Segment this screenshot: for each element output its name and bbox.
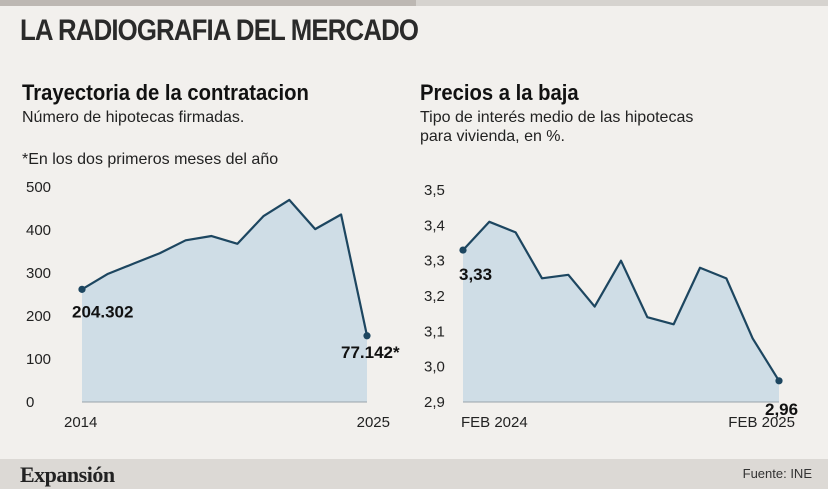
charts-canvas: 500 400 300 200 100 0 204.302 77.142* 2014 2025 3,… — [26, 179, 798, 431]
left-data-point — [78, 285, 86, 293]
left-area-fill — [82, 199, 367, 402]
right-series-line — [462, 220, 780, 382]
right-x-tick-label: FEB 2024 — [461, 414, 528, 431]
right-chart-subtitle-line-1: Tipo de interés medio de las hipotecas — [420, 109, 694, 126]
left-x-tick-label: 2025 — [357, 414, 390, 431]
left-chart-subtitle: Número de hipotecas firmadas. — [22, 109, 245, 126]
left-chart-title: Trayectoria de la contratacion — [22, 80, 309, 105]
right-y-tick-label: 3,4 — [424, 217, 445, 234]
right-y-tick-label: 2,9 — [424, 394, 445, 411]
footer-bar — [0, 459, 828, 489]
left-data-label: 77.142* — [341, 343, 400, 362]
left-y-tick-label: 500 — [26, 179, 51, 196]
left-series-line — [81, 198, 369, 337]
right-y-tick-label: 3,2 — [424, 288, 445, 305]
left-y-tick-label: 100 — [26, 351, 51, 368]
right-data-point — [459, 246, 467, 254]
left-y-tick-label: 400 — [26, 222, 51, 239]
right-y-tick-label: 3,0 — [424, 359, 445, 376]
right-y-tick-label: 3,5 — [424, 182, 445, 199]
source-note: Fuente: INE — [742, 466, 812, 481]
top-accent-bar — [0, 0, 416, 6]
left-data-label: 204.302 — [72, 302, 133, 321]
right-data-point — [775, 377, 783, 385]
right-chart-title: Precios a la baja — [420, 80, 579, 105]
left-chart-note: *En los dos primeros meses del año — [22, 151, 279, 168]
right-data-label: 3,33 — [459, 265, 492, 284]
left-y-tick-label: 0 — [26, 394, 34, 411]
right-chart-subtitle-line-2: para vivienda, en %. — [420, 128, 565, 145]
right-y-tick-label: 3,3 — [424, 253, 445, 270]
page-title: LA RADIOGRAFIA DEL MERCADO — [20, 14, 419, 47]
expansion-logo: Expansión — [20, 462, 115, 487]
right-chart-subtitle: Tipo de interés medio de las hipotecas p… — [420, 108, 693, 146]
left-data-point — [363, 332, 371, 340]
right-data-label: 2,96 — [765, 400, 798, 419]
right-x-tick-label: FEB 2025 — [728, 414, 795, 431]
left-y-tick-label: 300 — [26, 265, 51, 282]
right-area-fill — [463, 221, 779, 402]
left-y-tick-label: 200 — [26, 308, 51, 325]
left-x-tick-label: 2014 — [64, 414, 97, 431]
right-y-tick-label: 3,1 — [424, 323, 445, 340]
